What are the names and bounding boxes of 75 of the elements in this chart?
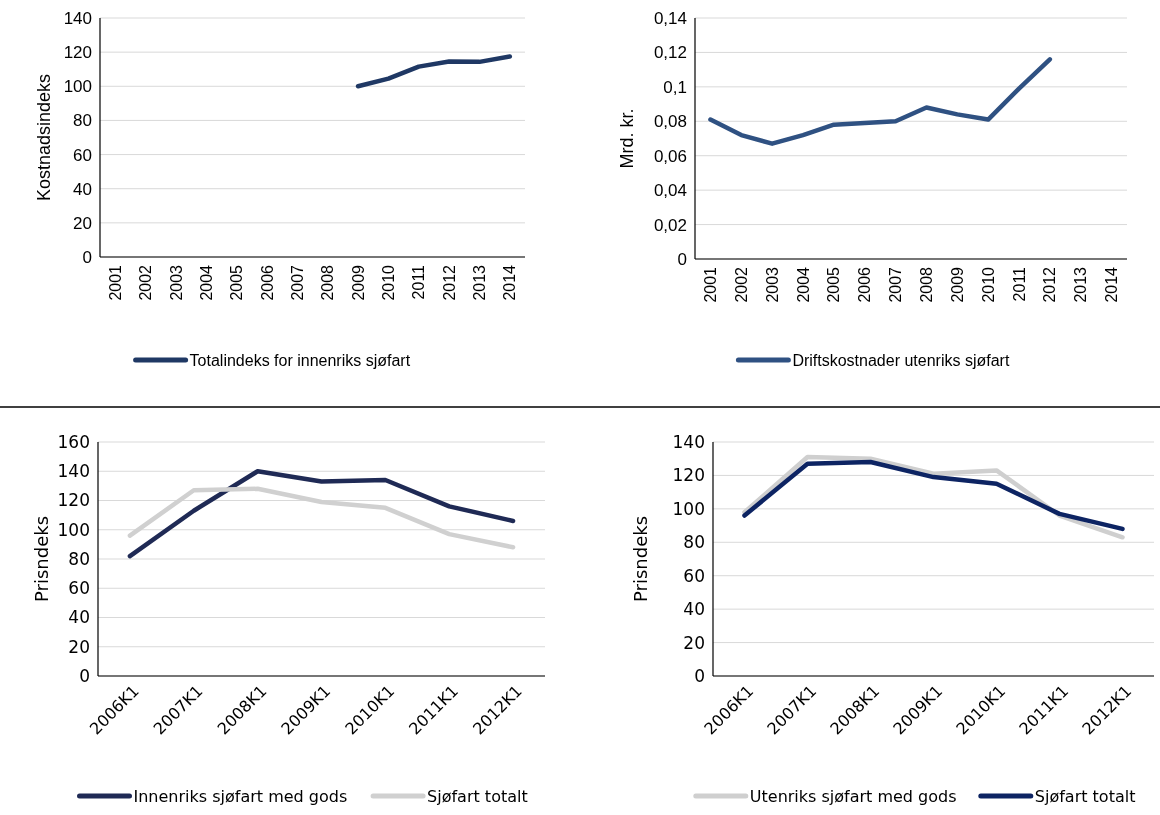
x-tick-label: 2004 bbox=[794, 266, 812, 303]
x-tick-label: 2013 bbox=[1072, 266, 1090, 303]
x-tick-label: 2008 bbox=[319, 264, 337, 301]
y-tick-label: 120 bbox=[57, 490, 90, 511]
line-series bbox=[127, 469, 516, 559]
y-tick-label: 100 bbox=[672, 498, 705, 519]
y-tick-label: 20 bbox=[68, 636, 90, 657]
x-tick-label: 2006 bbox=[856, 266, 874, 303]
x-tick-label: 2001 bbox=[702, 266, 720, 303]
y-axis-title: Kostnadsindeks bbox=[34, 73, 54, 202]
x-tick-label: 2008 bbox=[918, 266, 936, 303]
y-tick-label: 40 bbox=[73, 179, 92, 199]
x-tick-label: 2005 bbox=[228, 264, 246, 301]
y-tick-label: 140 bbox=[63, 8, 92, 28]
legend-label: Innenriks sjøfart med gods bbox=[133, 786, 348, 806]
x-tick-label: 2006 bbox=[258, 264, 276, 301]
y-tick-label: 100 bbox=[57, 519, 90, 540]
y-tick-label: 0,14 bbox=[653, 8, 687, 28]
y-tick-label: 0,1 bbox=[663, 77, 687, 97]
x-tick-label: 2003 bbox=[763, 266, 781, 303]
y-tick-label: 120 bbox=[63, 43, 92, 63]
x-tick-label: 2004 bbox=[197, 264, 215, 301]
legend-label: Sjøfart totalt bbox=[1034, 786, 1136, 806]
y-tick-label: 0,12 bbox=[653, 43, 687, 63]
x-tick-label: 2002 bbox=[732, 266, 750, 303]
legend-label: Sjøfart totalt bbox=[427, 786, 528, 806]
y-tick-label: 100 bbox=[63, 77, 92, 97]
y-axis-title: Prisndeks bbox=[630, 515, 651, 603]
y-tick-label: 0,08 bbox=[653, 112, 687, 132]
y-axis-title: Mrd. kr. bbox=[617, 108, 637, 169]
x-tick-label: 2005 bbox=[825, 266, 843, 303]
x-tick-label: 2012 bbox=[440, 264, 458, 301]
y-axis-title: Prisndeks bbox=[31, 515, 52, 603]
y-tick-label: 160 bbox=[57, 431, 90, 452]
x-tick-label: 2012 bbox=[1041, 266, 1059, 303]
y-tick-label: 40 bbox=[683, 599, 705, 620]
x-tick-label: 2014 bbox=[1103, 266, 1121, 303]
y-tick-label: 80 bbox=[683, 532, 705, 553]
y-tick-label: 80 bbox=[68, 548, 90, 569]
line-series bbox=[742, 459, 1125, 532]
y-tick-label: 40 bbox=[68, 607, 90, 628]
x-tick-label: 2010 bbox=[979, 266, 997, 303]
x-tick-label: 2009 bbox=[948, 266, 966, 303]
y-tick-label: 0,04 bbox=[653, 181, 687, 201]
y-tick-label: 0,06 bbox=[653, 146, 687, 166]
legend-label: Utenriks sjøfart med gods bbox=[749, 786, 957, 806]
y-tick-label: 140 bbox=[57, 461, 90, 482]
x-tick-label: 2014 bbox=[501, 264, 519, 301]
x-tick-label: 2013 bbox=[471, 264, 489, 301]
x-tick-label: 2001 bbox=[106, 264, 124, 301]
y-tick-label: 0 bbox=[82, 247, 92, 267]
line-series bbox=[708, 57, 1053, 146]
y-tick-label: 0 bbox=[79, 665, 90, 686]
legend-label: Totalindeks for innenriks sjøfart bbox=[189, 351, 411, 369]
line-series bbox=[355, 54, 513, 89]
legend-label: Driftskostnader utenriks sjøfart bbox=[792, 351, 1010, 369]
x-tick-label: 2009 bbox=[349, 264, 367, 301]
x-tick-label: 2003 bbox=[167, 264, 185, 301]
y-tick-label: 80 bbox=[73, 111, 92, 131]
x-tick-label: 2007 bbox=[288, 264, 306, 301]
y-tick-label: 120 bbox=[672, 465, 705, 486]
x-tick-label: 2011 bbox=[1010, 266, 1028, 302]
y-tick-label: 0 bbox=[694, 665, 705, 686]
x-tick-label: 2002 bbox=[137, 264, 155, 301]
y-tick-label: 60 bbox=[683, 565, 705, 586]
x-tick-label: 2010 bbox=[379, 264, 397, 301]
y-tick-label: 60 bbox=[73, 145, 92, 165]
x-tick-label: 2011 bbox=[410, 264, 428, 300]
x-tick-label: 2007 bbox=[887, 266, 905, 303]
y-tick-label: 20 bbox=[683, 632, 705, 653]
y-tick-label: 0 bbox=[677, 249, 687, 269]
y-tick-label: 0,02 bbox=[653, 215, 687, 235]
y-tick-label: 60 bbox=[68, 578, 90, 599]
y-tick-label: 20 bbox=[73, 213, 92, 233]
y-tick-label: 140 bbox=[672, 431, 705, 452]
